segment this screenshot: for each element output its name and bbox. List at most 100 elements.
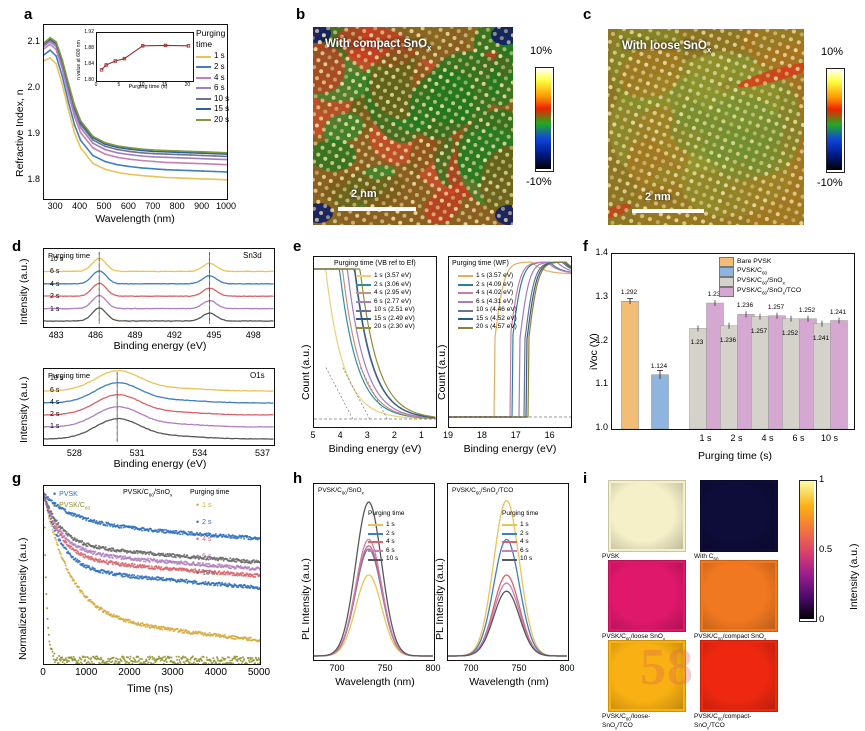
panel-f-bar-value: 1.236 bbox=[729, 302, 761, 309]
panel-h-left-title: PVSK/C60/SnOx bbox=[318, 487, 364, 495]
panel-i-caption-line1: PVSK/C60/loose SnOx bbox=[602, 633, 665, 640]
panel-i-caption-line2: SnOx/TCO bbox=[602, 722, 633, 729]
panel-f-legend-item: PVSK/C60/SnOx/TCO bbox=[719, 287, 801, 297]
panel-i-pl-image bbox=[608, 640, 686, 712]
panel-h-legend-item: 4 s bbox=[502, 538, 532, 547]
panel-i-cbar-tick: 1 bbox=[819, 474, 824, 485]
legend-dot: • bbox=[53, 489, 56, 501]
panel-e-wf-xlabel: Binding energy (eV) bbox=[450, 443, 570, 455]
panel-i-pl-image-inner bbox=[703, 483, 775, 549]
panel-e-vb-legend-item: 20 s (2.30 eV) bbox=[356, 323, 415, 332]
panel-b-scalebar-label: 2 nm bbox=[351, 188, 377, 200]
legend-label: 1 s bbox=[520, 521, 529, 530]
legend-swatch bbox=[368, 541, 383, 543]
panel-d-sn3d-xtick: 483 bbox=[43, 330, 69, 340]
panel-a-legend-title: Purging time bbox=[196, 28, 229, 50]
panel-label-a: a bbox=[24, 6, 32, 23]
panel-i-pl-image bbox=[700, 560, 778, 632]
panel-g-legend-item: •PVSK/C60 bbox=[53, 501, 90, 513]
panel-f-bar-value: 1.252 bbox=[774, 330, 806, 337]
panel-a-xlabel: Wavelength (nm) bbox=[60, 213, 210, 225]
panel-h-right-legend-title: Purging time bbox=[502, 510, 539, 517]
legend-label: 20 s bbox=[214, 115, 229, 126]
panel-i-pl-image bbox=[700, 640, 778, 712]
legend-swatch bbox=[719, 287, 734, 297]
panel-c-scalebar bbox=[632, 209, 704, 213]
panel-b-scalebar bbox=[338, 207, 416, 211]
panel-f-bar-value: 1.257 bbox=[743, 328, 775, 335]
panel-h-xtick: 750 bbox=[504, 663, 534, 673]
panel-h-xtick: 800 bbox=[552, 663, 582, 673]
panel-c-caption: With loose SnOx bbox=[622, 40, 711, 54]
panel-d-o1s-xlabel: Binding energy (eV) bbox=[85, 458, 235, 470]
panel-f-legend: Bare PVSKPVSK/C60PVSK/C60/SnOxPVSK/C60/S… bbox=[719, 257, 801, 297]
panel-d-sn3d-trace-label: 1 s bbox=[50, 306, 59, 313]
legend-swatch bbox=[356, 301, 371, 303]
panel-a-inset-ytick: 1.88 bbox=[62, 45, 94, 51]
panel-i-pl-image bbox=[608, 480, 686, 552]
panel-b-colorbar bbox=[535, 67, 554, 172]
panel-b-cbar-max: 10% bbox=[530, 45, 552, 57]
panel-e-vb-ylabel: Count (a.u.) bbox=[300, 345, 312, 400]
panel-a-legend-item: 1 s bbox=[196, 51, 229, 62]
legend-swatch bbox=[196, 108, 211, 110]
panel-g-legend-time-item: •4 s bbox=[196, 534, 215, 546]
panel-g-xtick: 1000 bbox=[66, 667, 106, 678]
legend-dot: • bbox=[196, 517, 199, 529]
legend-label: 10 s bbox=[520, 555, 532, 564]
panel-e-vb-xlabel: Binding energy (eV) bbox=[315, 443, 435, 455]
legend-swatch bbox=[196, 66, 211, 68]
panel-f-ytick: 1.4 bbox=[578, 247, 608, 257]
panel-f-xtick: 4 s bbox=[752, 433, 784, 443]
panel-e-vb-legend: 1 s (3.57 eV)2 s (3.06 eV)4 s (2.95 eV)6… bbox=[356, 272, 415, 332]
panel-d-o1s-xtick: 528 bbox=[61, 448, 87, 458]
panel-f-ytick: 1.3 bbox=[578, 291, 608, 301]
panel-h-right-xlabel: Wavelength (nm) bbox=[450, 676, 568, 688]
panel-d-o1s-ylabel: Intensity (a.u.) bbox=[18, 376, 30, 443]
panel-f-bar-value: 1.257 bbox=[760, 304, 792, 311]
panel-d-sn3d-xlabel: Binding energy (eV) bbox=[85, 340, 235, 352]
legend-dot: • bbox=[196, 500, 199, 512]
legend-swatch bbox=[458, 327, 473, 329]
panel-h-right-legend: 1 s2 s4 s6 s10 s bbox=[502, 521, 532, 564]
legend-swatch bbox=[502, 550, 517, 552]
panel-i-caption-line1: With C60 bbox=[694, 553, 718, 560]
panel-h-xtick: 700 bbox=[322, 663, 352, 673]
panel-f-bar-value: 1.236 bbox=[712, 337, 744, 344]
panel-i-image-caption: PVSK/C60/compact-SnOx/TCO bbox=[694, 713, 790, 731]
legend-swatch bbox=[458, 292, 473, 294]
legend-label: 4 s (4.02 eV) bbox=[476, 289, 513, 298]
panel-i-caption-line1: PVSK/C60/compact SnOx bbox=[694, 633, 766, 640]
panel-h-legend-item: 4 s bbox=[368, 538, 398, 547]
legend-label: 4 s bbox=[386, 538, 395, 547]
panel-f-xtick: 1 s bbox=[690, 433, 722, 443]
panel-f-legend-item: Bare PVSK bbox=[719, 257, 801, 267]
panel-f-bar-value: 1.252 bbox=[791, 307, 823, 314]
legend-swatch bbox=[458, 318, 473, 320]
panel-h-legend-item: 10 s bbox=[502, 555, 532, 564]
panel-b-cbar-min: -10% bbox=[526, 176, 552, 188]
panel-a-ytick: 2.1 bbox=[8, 36, 40, 46]
legend-label: 6 s bbox=[202, 552, 211, 561]
legend-label: PVSK/C60/SnOx bbox=[737, 277, 785, 286]
panel-d-o1s-trace-label: 2 s bbox=[50, 411, 59, 418]
panel-d-o1s-trace-label: 6 s bbox=[50, 387, 59, 394]
legend-label: 2 s (4.09 eV) bbox=[476, 281, 513, 290]
panel-d-sn3d-xtick: 489 bbox=[122, 330, 148, 340]
legend-swatch bbox=[502, 533, 517, 535]
legend-swatch bbox=[196, 119, 211, 121]
legend-dot: • bbox=[196, 534, 199, 546]
panel-a-inset-ytick: 1.92 bbox=[62, 29, 94, 35]
legend-label: 4 s bbox=[214, 73, 225, 84]
panel-a-inset-curve bbox=[97, 33, 193, 81]
panel-a-legend-item: 20 s bbox=[196, 115, 229, 126]
panel-d-sn3d-trace-label: 6 s bbox=[50, 268, 59, 275]
panel-h-right-ylabel: PL Intensity (a.u.) bbox=[434, 558, 446, 640]
panel-f-bar-value: 1.241 bbox=[822, 309, 854, 316]
panel-b-stem-image bbox=[313, 27, 513, 225]
panel-i-colorbar bbox=[799, 480, 817, 622]
legend-swatch bbox=[356, 292, 371, 294]
panel-f-xtick: 2 s bbox=[721, 433, 753, 443]
legend-label: 15 s (2.49 eV) bbox=[374, 315, 415, 324]
panel-d-sn3d-xtick: 495 bbox=[201, 330, 227, 340]
